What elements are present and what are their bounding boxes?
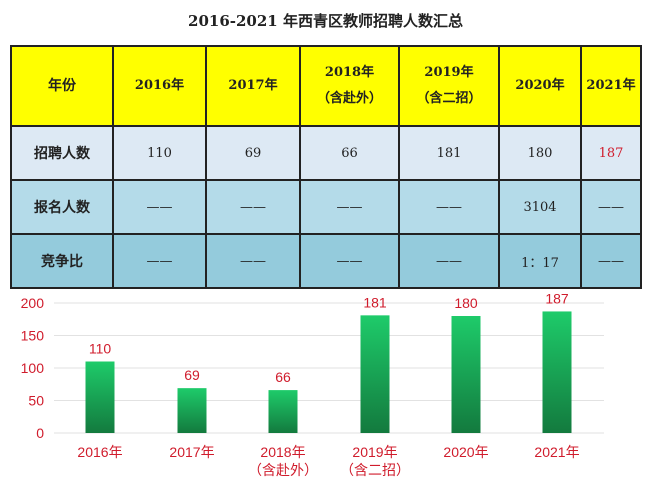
cell: —— [580, 233, 642, 289]
cell: —— [398, 233, 500, 289]
y-tick-label: 200 [21, 295, 45, 311]
data-label: 66 [275, 369, 291, 385]
cell: —— [205, 233, 301, 289]
header-year: 2020年 [498, 45, 582, 127]
header-year: 2018年 （含赴外） [299, 45, 400, 127]
recruitment-table: 年份 2016年 2017年 2018年 （含赴外） 2019年 （含二招） 202… [10, 45, 642, 289]
x-tick-label: 2017年 [169, 444, 214, 460]
cell-highlight: 187 [580, 125, 642, 181]
table-row: 招聘人数 110 69 66 181 180 187 [10, 125, 642, 181]
cell: —— [205, 179, 301, 235]
data-label: 180 [454, 295, 478, 311]
cell: —— [398, 179, 500, 235]
x-tick-label: 2020年 [443, 444, 488, 460]
y-tick-label: 100 [21, 360, 45, 376]
table-row: 竞争比 —— —— —— —— 1：17 —— [10, 233, 642, 289]
bar [268, 390, 298, 433]
bar [542, 311, 572, 433]
header-year: 2017年 [205, 45, 301, 127]
row-label: 招聘人数 [10, 125, 114, 181]
cell: —— [299, 233, 400, 289]
year-note: （含二招） [416, 91, 482, 106]
data-label: 181 [363, 294, 387, 310]
cell: —— [580, 179, 642, 235]
y-tick-label: 150 [21, 328, 45, 344]
year: 2019年 [424, 65, 474, 80]
x-tick-sublabel: （含赴外） [248, 462, 318, 478]
y-tick-label: 50 [28, 393, 44, 409]
row-label: 竞争比 [10, 233, 114, 289]
bar [360, 315, 390, 433]
cell: —— [112, 233, 207, 289]
cell: 69 [205, 125, 301, 181]
cell: 181 [398, 125, 500, 181]
cell: —— [112, 179, 207, 235]
year: 2017年 [228, 78, 278, 93]
x-tick-label: 2016年 [77, 444, 122, 460]
data-label: 110 [89, 341, 112, 357]
year: 2018年 [324, 65, 375, 80]
x-tick-label: 2021年 [534, 444, 579, 460]
bar [451, 316, 481, 433]
cell: 110 [112, 125, 207, 181]
header-year: 2016年 [112, 45, 207, 127]
year: 2020年 [515, 78, 565, 93]
data-label: 187 [545, 290, 569, 306]
header-year-label: 年份 [10, 45, 114, 127]
header-year: 2019年 （含二招） [398, 45, 500, 127]
bar [85, 361, 115, 433]
year: 2021年 [586, 78, 636, 93]
x-tick-label: 2019年 [352, 444, 397, 460]
cell: 66 [299, 125, 400, 181]
header-row: 年份 2016年 2017年 2018年 （含赴外） 2019年 （含二招） 202… [10, 45, 642, 127]
cell: 180 [498, 125, 582, 181]
cell: 3104 [498, 179, 582, 235]
row-label: 报名人数 [10, 179, 114, 235]
bar-chart: 0 50 100 150 200 110 2016年 69 2017年 66 2018年 （含赴外） 1… [21, 290, 604, 478]
y-tick-label: 0 [36, 425, 44, 441]
year-note: （含赴外） [316, 91, 382, 106]
table-row: 报名人数 —— —— —— —— 3104 —— [10, 179, 642, 235]
x-tick-label: 2018年 [260, 444, 305, 460]
year: 2016年 [134, 78, 185, 93]
data-label: 69 [184, 367, 200, 383]
cell: —— [299, 179, 400, 235]
header-year: 2021年 [580, 45, 642, 127]
cell: 1：17 [498, 233, 582, 289]
page-title: 2016-2021 年西青区教师招聘人数汇总 [188, 12, 463, 30]
x-tick-sublabel: （含二招） [340, 462, 410, 478]
bar [177, 388, 207, 433]
